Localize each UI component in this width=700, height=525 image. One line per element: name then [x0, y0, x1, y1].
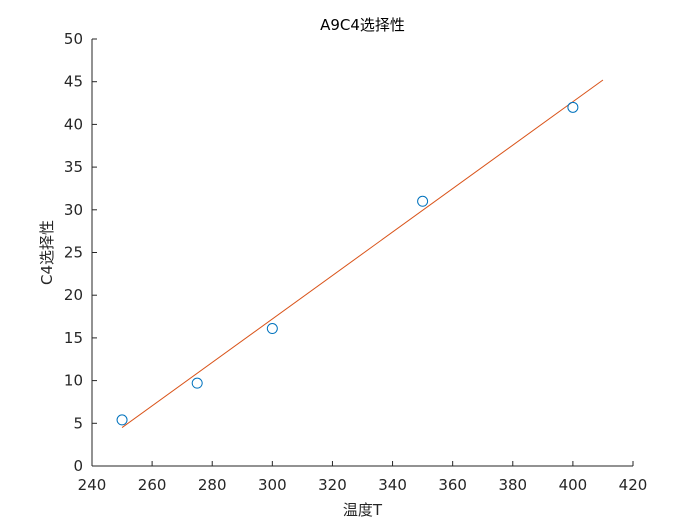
data-point	[116, 414, 128, 426]
axes: 240 260 280 300 320 340 360 380 400 420 0 5 10 15 20 25…	[64, 30, 647, 494]
fit-line-layer	[121, 79, 604, 428]
y-tick-label: 10	[64, 372, 83, 390]
y-tick-label: 35	[64, 158, 83, 176]
y-axis-label: C4选择性	[38, 220, 56, 285]
x-tick-label: 420	[619, 476, 648, 494]
x-tick-label: 240	[78, 476, 107, 494]
data-point	[567, 101, 579, 113]
x-tick-label: 360	[438, 476, 467, 494]
data-point	[191, 377, 203, 389]
x-tick-label: 380	[498, 476, 527, 494]
data-point	[417, 195, 429, 207]
y-tick-label: 30	[64, 201, 83, 219]
y-tick-label: 5	[73, 414, 83, 432]
y-tick-label: 50	[64, 30, 83, 48]
x-tick-label: 260	[138, 476, 167, 494]
y-tick-label: 0	[73, 457, 83, 475]
x-tick-label: 280	[198, 476, 227, 494]
chart-title: A9C4选择性	[320, 16, 405, 34]
data-point	[266, 323, 278, 335]
x-tick-label: 300	[258, 476, 287, 494]
fit-line	[121, 79, 604, 428]
y-tick-label: 40	[64, 115, 83, 133]
x-tick-label: 320	[318, 476, 347, 494]
x-tick-label: 340	[378, 476, 407, 494]
x-axis-label: 温度T	[343, 501, 383, 519]
marker-layer	[116, 101, 579, 426]
y-tick-label: 45	[64, 73, 83, 91]
y-tick-label: 25	[64, 244, 83, 262]
plot-area	[92, 39, 633, 466]
y-tick-label: 15	[64, 329, 83, 347]
y-tick-label: 20	[64, 286, 83, 304]
x-tick-label: 400	[559, 476, 588, 494]
